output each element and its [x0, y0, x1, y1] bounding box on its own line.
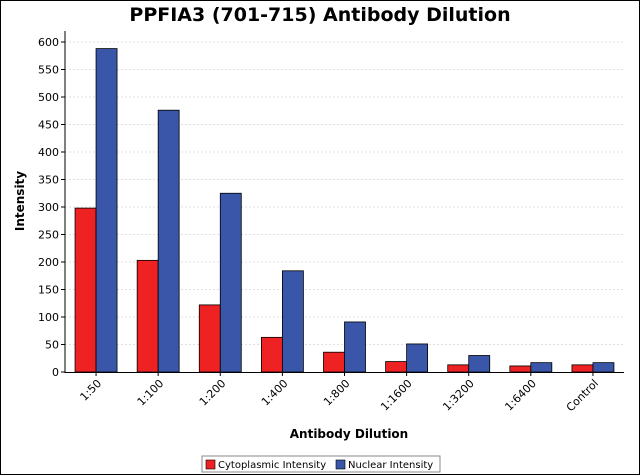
- bar-nuclear: [95, 48, 118, 373]
- x-tick-label: 1:3200: [440, 377, 477, 414]
- bar-cytoplasmic: [260, 336, 283, 373]
- bar-cytoplasmic: [74, 207, 97, 373]
- y-tick-label: 250: [38, 229, 59, 242]
- x-axis-label: Antibody Dilution: [290, 427, 408, 441]
- x-tick-label: 1:100: [135, 377, 167, 409]
- bar-cytoplasmic: [509, 365, 532, 373]
- x-tick-label: 1:800: [321, 377, 353, 409]
- legend-swatch: [205, 459, 216, 470]
- x-tick-label: 1:50: [78, 377, 105, 404]
- bar-cytoplasmic: [323, 351, 345, 373]
- bar-nuclear: [406, 343, 429, 373]
- bar-cytoplasmic: [198, 304, 221, 373]
- y-tick-label: 100: [38, 311, 59, 324]
- y-axis-label: Intensity: [13, 171, 27, 231]
- x-tick-label: Control: [564, 377, 601, 414]
- bar-nuclear: [468, 355, 491, 373]
- legend-label: Cytoplasmic Intensity: [218, 460, 326, 471]
- x-tick-label: 1:200: [197, 377, 229, 409]
- y-tick-label: 400: [38, 146, 59, 159]
- y-tick-label: 150: [38, 284, 59, 297]
- bar-nuclear: [592, 362, 615, 373]
- bar-cytoplasmic: [571, 364, 594, 373]
- legend-box: [201, 455, 441, 473]
- bar-nuclear: [157, 109, 180, 373]
- bar-nuclear: [281, 270, 304, 373]
- y-tick-label: 350: [38, 174, 59, 187]
- bar-cytoplasmic: [447, 364, 470, 373]
- y-axis-ticks: 0 50 100 150 200 250 300 350 400 450 500 550 600: [38, 36, 65, 379]
- bar-cytoplasmic: [385, 361, 408, 373]
- y-tick-label: 550: [38, 64, 59, 77]
- bar-nuclear: [344, 321, 366, 373]
- x-tick-label: 1:1600: [378, 377, 415, 414]
- bar-cytoplasmic: [136, 259, 159, 373]
- y-tick-label: 50: [45, 339, 59, 352]
- legend-label: Nuclear Intensity: [348, 460, 433, 471]
- x-axis-ticks: 1:50 1:100 1:200 1:400 1:800 1:1600 1:3200 1:64…: [78, 372, 601, 414]
- chart-title: PPFIA3 (701-715) Antibody Dilution: [129, 4, 510, 26]
- bars: [74, 48, 615, 373]
- legend-swatch: [335, 459, 346, 470]
- bar-nuclear: [219, 192, 242, 373]
- bar-nuclear: [530, 362, 553, 373]
- x-tick-label: 1:6400: [502, 377, 539, 414]
- legend: Cytoplasmic Intensity Nuclear Intensity: [201, 455, 441, 473]
- x-tick-label: 1:400: [259, 377, 291, 409]
- y-tick-label: 200: [38, 256, 59, 269]
- y-tick-label: 500: [38, 91, 59, 104]
- y-tick-label: 450: [38, 119, 59, 132]
- y-tick-label: 600: [38, 36, 59, 49]
- y-tick-label: 0: [52, 366, 59, 379]
- y-tick-label: 300: [38, 201, 59, 214]
